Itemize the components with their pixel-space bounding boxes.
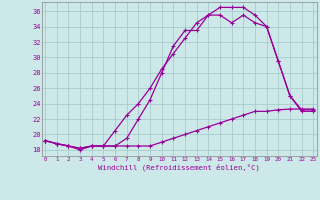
X-axis label: Windchill (Refroidissement éolien,°C): Windchill (Refroidissement éolien,°C) [98, 163, 260, 171]
